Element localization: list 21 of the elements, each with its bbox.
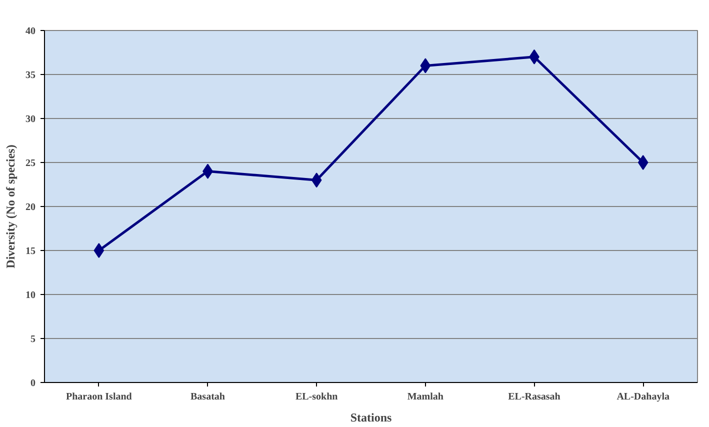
- point: [638, 155, 648, 170]
- y-tick-label: 15: [26, 246, 36, 257]
- y-tick-label: 10: [26, 290, 36, 301]
- y-tick-label: 0: [30, 378, 36, 389]
- x-tick-label: Pharaon Island: [66, 392, 132, 402]
- y-tick-label: 20: [26, 202, 36, 213]
- x-tick-label: EL-Rasasah: [508, 392, 561, 402]
- point: [420, 58, 431, 74]
- x-tick-label: Basatah: [190, 392, 226, 402]
- y-tick-label: 40: [26, 26, 36, 37]
- y-tick-label: 35: [26, 70, 36, 81]
- point: [311, 172, 322, 188]
- point: [94, 243, 104, 258]
- y-tick-label: 5: [30, 334, 36, 345]
- x-tick-label: EL-sokhn: [295, 392, 338, 402]
- y-tick-label: 30: [26, 114, 36, 125]
- y-tick-label: 25: [26, 158, 36, 169]
- x-tick-label: Mamlah: [407, 392, 444, 402]
- y-axis-title: Diversity (No of species): [4, 144, 18, 268]
- x-tick-label: AL-Dahayla: [616, 392, 670, 402]
- x-axis-title: Stations: [350, 410, 392, 424]
